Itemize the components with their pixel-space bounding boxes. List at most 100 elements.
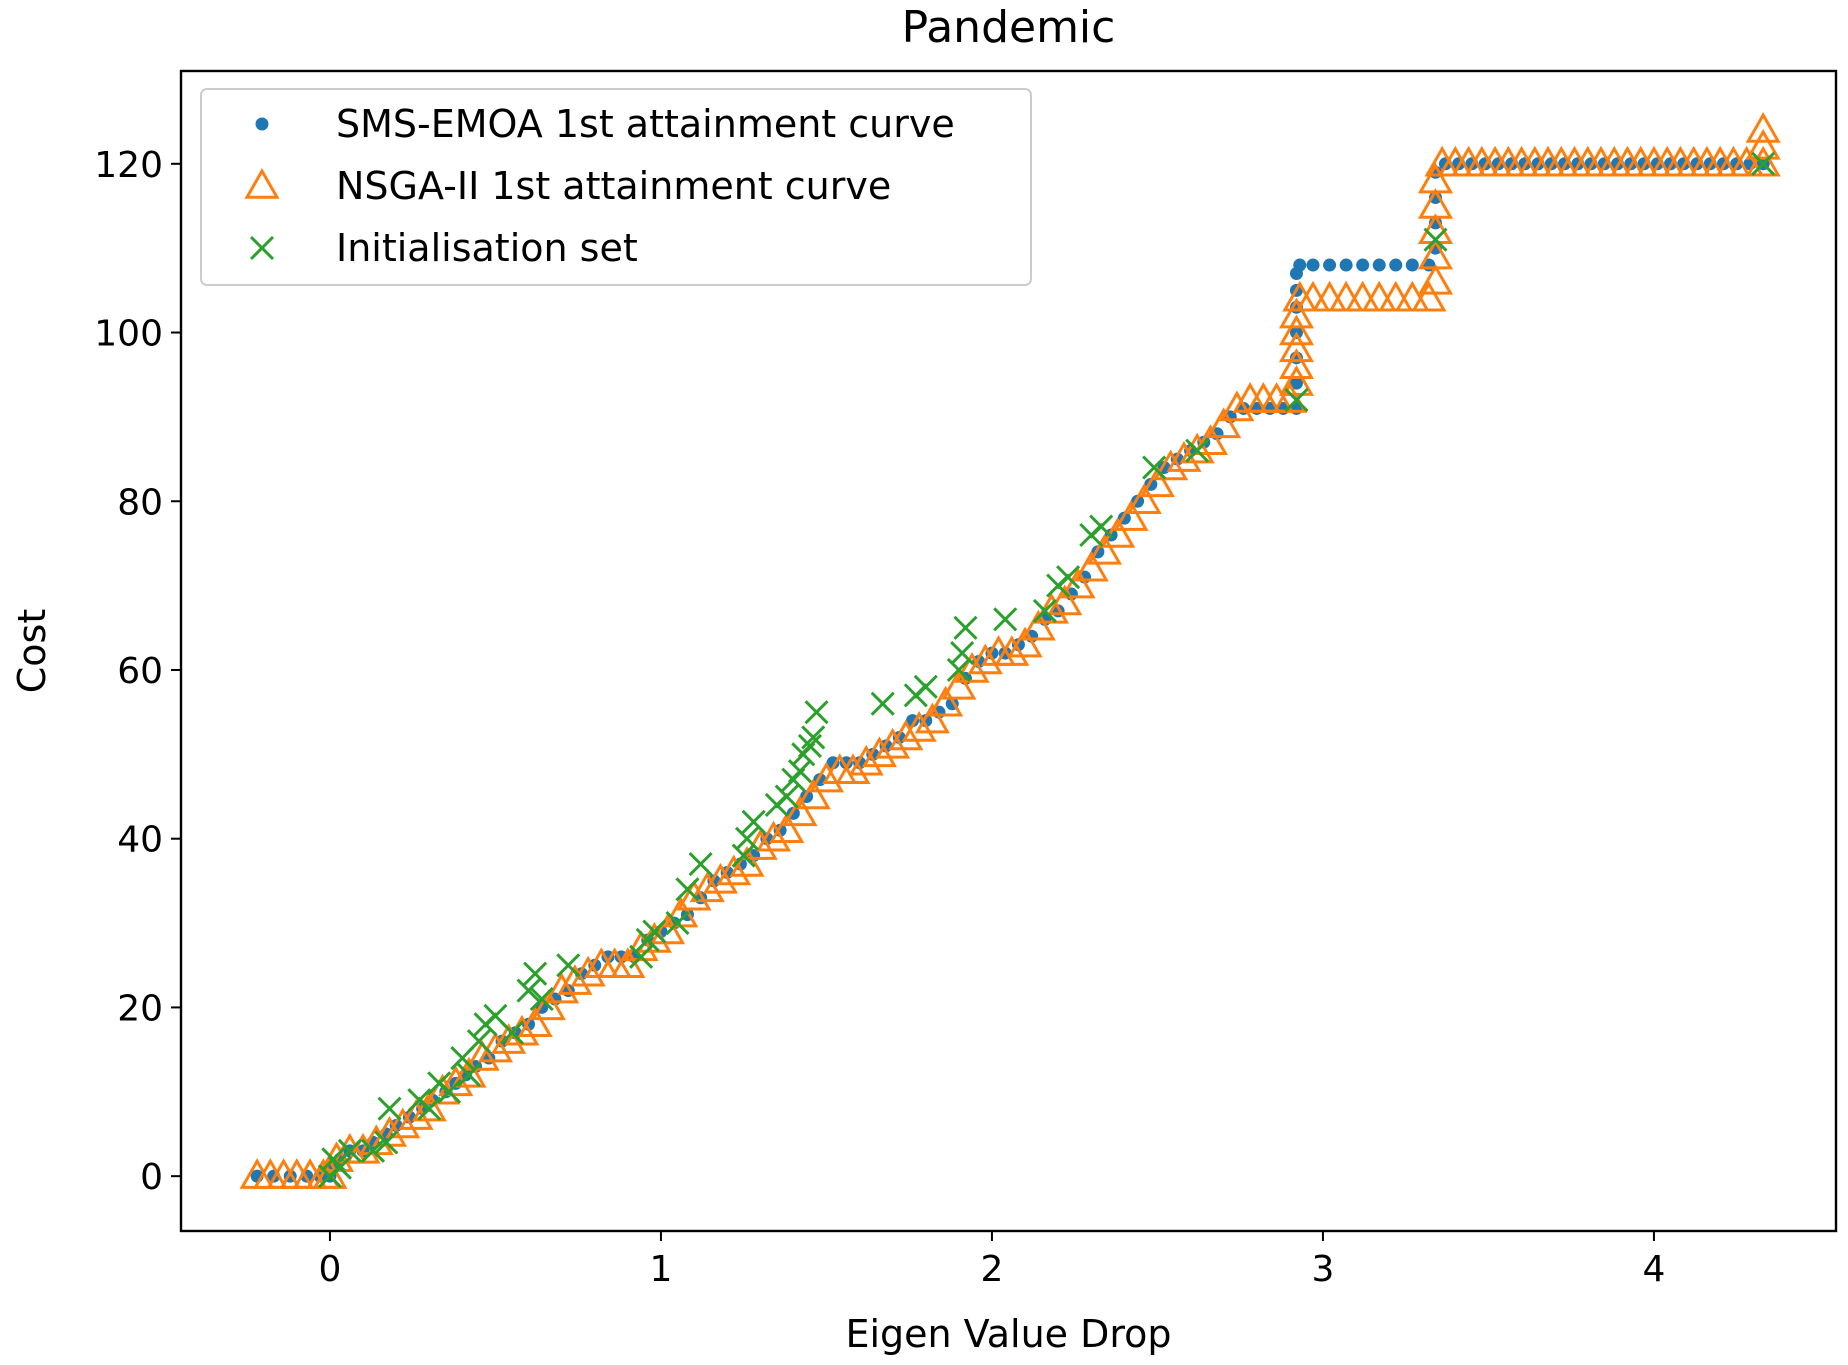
data-point: [1417, 162, 1454, 194]
legend-label: SMS-EMOA 1st attainment curve: [336, 102, 955, 146]
data-point: [954, 651, 990, 683]
data-point: [1278, 331, 1315, 363]
data-point: [1056, 565, 1081, 590]
x-tick-label: 1: [649, 1249, 672, 1290]
data-point: [1356, 258, 1370, 272]
data-point: [1284, 387, 1309, 413]
data-point: [451, 1056, 487, 1088]
legend-entry: SMS-EMOA 1st attainment curve: [255, 102, 955, 146]
data-point: [774, 784, 799, 809]
data-point: [642, 919, 667, 944]
x-marker-stroke: [665, 911, 690, 936]
data-point: [623, 930, 659, 962]
data-point: [1100, 516, 1136, 548]
legend-entry: Initialisation set: [249, 226, 638, 270]
data-point: [649, 913, 686, 945]
y-axis: 0 20 40 60 80 100 120: [94, 145, 181, 1198]
data-point: [1417, 263, 1454, 295]
data-point: [327, 1155, 352, 1180]
y-tick-label: 0: [140, 1157, 163, 1198]
legend-marker: [249, 235, 275, 261]
x-marker-stroke: [870, 691, 895, 716]
x-marker-stroke: [1284, 387, 1309, 413]
x-marker-stroke: [529, 986, 554, 1012]
data-point: [1047, 584, 1083, 616]
x-marker-stroke: [360, 1138, 386, 1163]
data-point: [953, 615, 978, 640]
data-point: [377, 1096, 402, 1121]
x-marker-stroke: [993, 607, 1018, 632]
data-point: [1389, 258, 1403, 272]
series-1: [250, 157, 1770, 1183]
x-axis: 0 1 2 3 4: [318, 1231, 1665, 1290]
data-point: [782, 795, 818, 827]
data-point: [1423, 227, 1448, 252]
x-marker-stroke: [946, 657, 971, 683]
legend-marker: [244, 167, 280, 199]
data-point: [967, 643, 1003, 675]
data-point: [385, 1107, 421, 1139]
data-point: [464, 1040, 500, 1071]
data-point: [1060, 567, 1096, 599]
data-point: [675, 877, 700, 902]
data-point: [665, 911, 690, 936]
data-point: [477, 1031, 514, 1063]
data-point: [499, 1020, 525, 1045]
data-point: [801, 725, 826, 750]
x-marker-stroke: [327, 1155, 352, 1180]
data-point: [1278, 297, 1315, 329]
x-marker-stroke: [1142, 455, 1167, 480]
x-marker-stroke: [499, 1020, 525, 1045]
data-point: [741, 809, 766, 834]
legend-box: [200, 88, 1032, 286]
x-marker-stroke: [774, 784, 799, 809]
data-point: [1417, 187, 1454, 219]
data-point: [374, 1130, 399, 1155]
data-point: [1278, 365, 1315, 396]
data-point: [1372, 258, 1386, 272]
x-axis-title: Eigen Value Drop: [845, 1312, 1171, 1356]
data-point: [993, 607, 1018, 632]
x-marker-stroke: [466, 1029, 491, 1054]
x-marker-stroke: [801, 725, 826, 750]
data-point: [1153, 449, 1189, 481]
y-tick-label: 20: [117, 988, 163, 1029]
x-marker-stroke: [249, 235, 275, 261]
data-point: [629, 944, 654, 969]
y-tick-label: 40: [117, 820, 163, 861]
x-marker-stroke: [337, 1138, 362, 1163]
y-axis-title: Cost: [10, 609, 54, 693]
plot-frame: [179, 69, 1838, 1233]
x-marker-stroke: [516, 978, 541, 1003]
data-point: [888, 719, 924, 751]
data-point: [901, 711, 937, 742]
data-point: [312, 1158, 348, 1189]
data-point: [1206, 407, 1242, 439]
data-point: [1278, 348, 1315, 380]
data-point: [689, 871, 725, 903]
data-point: [1278, 314, 1315, 346]
data-point: [523, 961, 548, 986]
x-marker-stroke: [688, 851, 713, 877]
data-point: [716, 854, 752, 886]
data-point: [941, 668, 977, 700]
x-marker-stroke: [1089, 514, 1114, 539]
data-point: [729, 845, 765, 877]
data-point: [437, 1079, 462, 1104]
data-point: [1745, 145, 1781, 177]
x-marker-stroke: [642, 919, 667, 944]
chart-title: Pandemic: [902, 2, 1116, 53]
data-point: [1306, 258, 1320, 272]
data-point: [1032, 598, 1057, 623]
data-point: [1020, 609, 1056, 641]
legend-marker: [255, 117, 269, 131]
x-marker-stroke: [741, 809, 766, 834]
data-point: [676, 879, 712, 911]
y-tick-label: 80: [117, 482, 163, 523]
data-point: [1417, 238, 1454, 270]
legend-label: Initialisation set: [336, 226, 638, 270]
data-point: [808, 761, 845, 793]
data-point: [1751, 151, 1776, 176]
x-marker-stroke: [953, 615, 978, 640]
